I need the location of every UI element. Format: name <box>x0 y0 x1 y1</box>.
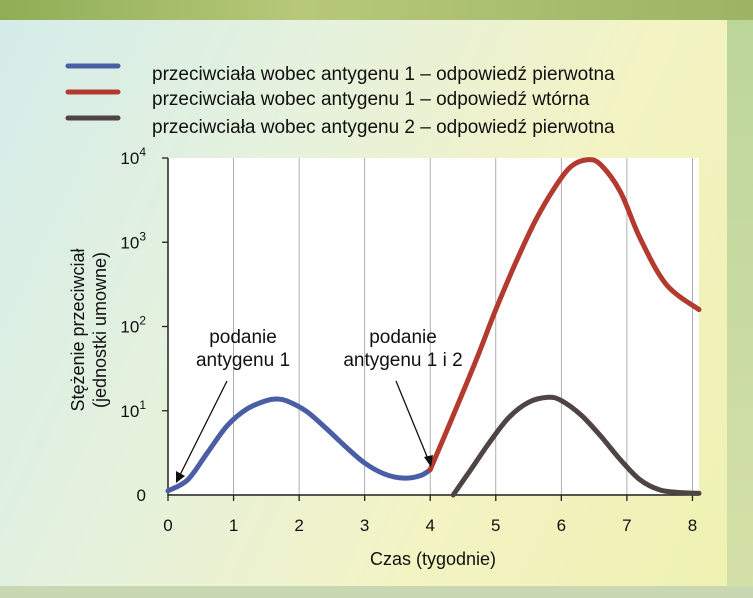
legend-label-primary-ag1: przeciwciała wobec antygenu 1 – odpowied… <box>152 64 615 85</box>
annotation-2-line2: antygenu 1 i 2 <box>343 350 462 371</box>
series-lines <box>165 157 702 498</box>
plot-area <box>168 158 699 494</box>
y-tick-label-1: 101 <box>120 398 146 421</box>
x-tick-label-6: 6 <box>557 516 566 535</box>
legend-label-primary-ag2: przeciwciała wobec antygenu 2 – odpowied… <box>152 117 615 138</box>
y-tick-label-3: 103 <box>120 229 146 252</box>
series-line-secondary-ag1 <box>427 157 702 473</box>
x-tick-label-2: 2 <box>294 516 303 535</box>
annotation-2-line1: podanie <box>369 327 437 348</box>
annotation-1-arrow <box>179 380 228 476</box>
legend-label-secondary-ag1: przeciwciała wobec antygenu 1 – odpowied… <box>152 89 590 110</box>
annotation-antigen-1: podanie antygenu 1 <box>176 327 290 483</box>
annotation-2-arrow <box>395 380 429 460</box>
top-border-strip <box>0 0 753 20</box>
y-tick-label-4: 104 <box>120 145 146 168</box>
bottom-border-strip <box>0 586 753 598</box>
x-axis-label: Czas (tygodnie) <box>370 549 496 569</box>
annotation-1-arrowhead <box>176 471 185 483</box>
y-axis-label: Stężenie przeciwciał (jednostki umowne) <box>68 248 110 411</box>
annotation-1-line2: antygenu 1 <box>196 350 290 371</box>
series-line-primary-ag1 <box>165 396 433 494</box>
series-line-primary-ag2 <box>450 394 702 498</box>
x-tick-label-1: 1 <box>229 516 238 535</box>
x-tick-label-4: 4 <box>425 516 434 535</box>
x-tick-label-8: 8 <box>688 516 697 535</box>
y-axis-label-line2: (jednostki umowne) <box>90 252 110 408</box>
x-tick-label-7: 7 <box>622 516 631 535</box>
y-tick-labels: 0 101 102 103 104 <box>120 145 168 505</box>
right-border-strip <box>727 20 753 598</box>
grid-lines <box>233 158 693 495</box>
annotation-2-arrowhead <box>424 455 433 467</box>
x-tick-labels: 0 1 2 3 4 5 6 7 8 <box>163 495 697 535</box>
legend: przeciwciała wobec antygenu 1 – odpowied… <box>65 63 615 138</box>
y-tick-label-2: 102 <box>120 314 146 337</box>
annotation-1-line1: podanie <box>209 327 277 348</box>
x-tick-label-5: 5 <box>491 516 500 535</box>
x-tick-label-3: 3 <box>360 516 369 535</box>
y-axis-label-line1: Stężenie przeciwciał <box>68 248 88 411</box>
x-tick-label-0: 0 <box>163 516 172 535</box>
y-tick-label-0: 0 <box>137 486 146 505</box>
annotation-antigen-1-2: podanie antygenu 1 i 2 <box>343 327 463 467</box>
